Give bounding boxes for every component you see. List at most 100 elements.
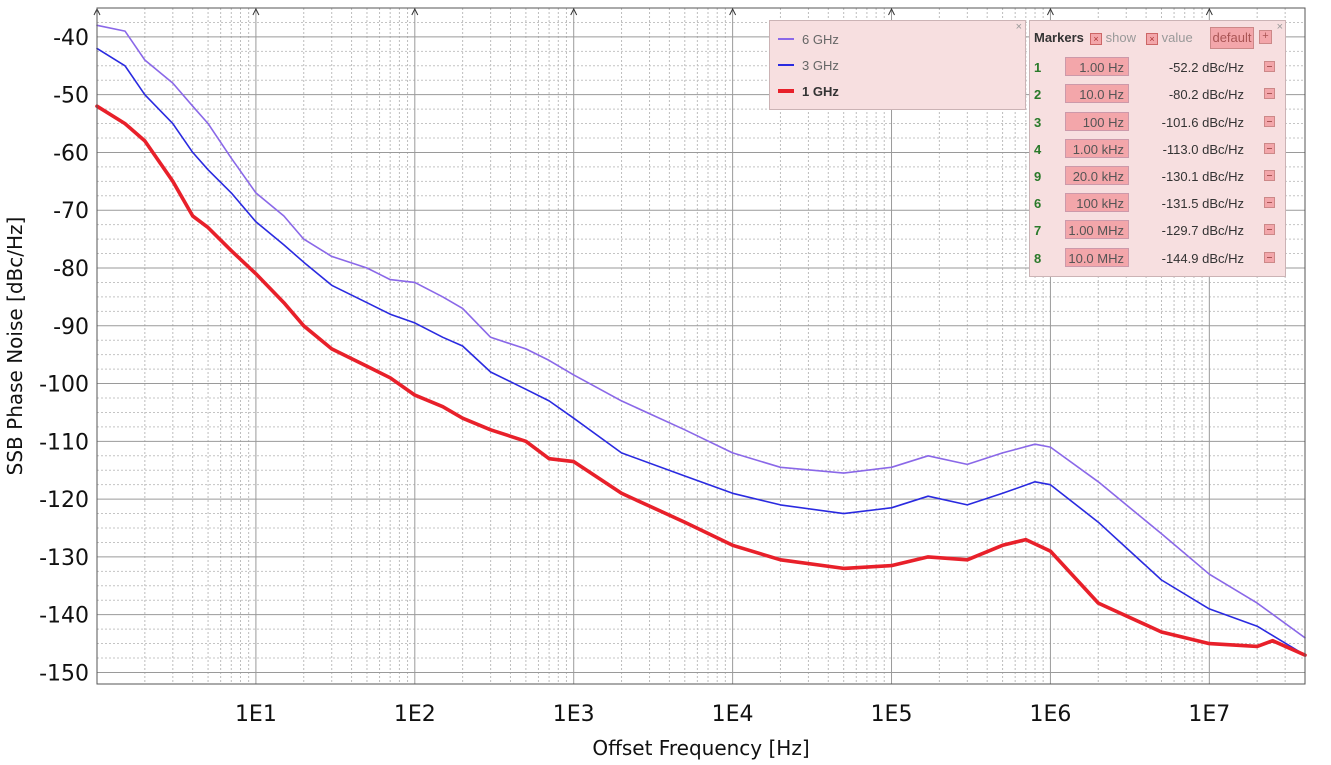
remove-marker-button[interactable] bbox=[1264, 224, 1275, 235]
y-tick-label: -50 bbox=[53, 84, 89, 109]
legend-close-icon[interactable]: × bbox=[1015, 21, 1022, 33]
tick-arrow-icon bbox=[252, 7, 260, 16]
x-tick-label: 1E7 bbox=[1188, 702, 1230, 727]
remove-marker-button[interactable] bbox=[1264, 61, 1275, 72]
marker-freq-input[interactable]: 100 Hz bbox=[1065, 112, 1129, 131]
marker-freq-input[interactable]: 100 kHz bbox=[1065, 193, 1129, 212]
y-tick-labels: -40 -50 -60 -70 -80 -90 -100 -110 -120 -130 -140 -1… bbox=[39, 26, 89, 687]
series-line-0 bbox=[96, 24, 1306, 639]
tick-arrow-icon bbox=[570, 7, 578, 16]
legend-item-1ghz[interactable]: 1 GHz bbox=[778, 81, 839, 101]
legend-swatch bbox=[778, 89, 794, 93]
remove-marker-button[interactable] bbox=[1264, 170, 1275, 181]
remove-marker-button[interactable] bbox=[1264, 252, 1275, 263]
legend-item-3ghz[interactable]: 3 GHz bbox=[778, 55, 839, 75]
y-tick-label: -70 bbox=[53, 199, 89, 224]
series-line-1 bbox=[96, 47, 1306, 656]
markers-panel: Markers × show × value default + × 1 1.0… bbox=[1029, 20, 1286, 277]
y-tick-label: -80 bbox=[53, 257, 89, 282]
markers-close-icon[interactable]: × bbox=[1276, 21, 1283, 33]
grid-major bbox=[96, 8, 1305, 684]
y-tick-label: -90 bbox=[53, 315, 89, 340]
legend-label: 3 GHz bbox=[802, 57, 839, 73]
y-tick-label: -130 bbox=[39, 546, 89, 571]
tick-arrow-icon bbox=[1205, 7, 1213, 16]
x-tick-label: 1E6 bbox=[1029, 702, 1071, 727]
x-tick-label: 1E1 bbox=[235, 702, 277, 727]
tick-arrow-icon bbox=[729, 7, 737, 16]
series-layer bbox=[95, 24, 1307, 657]
x-axis-title: Offset Frequency [Hz] bbox=[592, 736, 809, 760]
marker-value: -113.0 dBc/Hz bbox=[1162, 142, 1244, 157]
marker-value: -130.1 dBc/Hz bbox=[1161, 169, 1244, 184]
x-tick-labels: 1E1 1E2 1E3 1E4 1E5 1E6 1E7 bbox=[235, 702, 1230, 727]
marker-id: 4 bbox=[1034, 142, 1042, 157]
x-tick-label: 1E5 bbox=[871, 702, 913, 727]
y-tick-label: -100 bbox=[39, 373, 89, 398]
marker-row: 8 10.0 MHz -144.9 dBc/Hz bbox=[1034, 247, 1280, 269]
marker-value: -144.9 dBc/Hz bbox=[1161, 251, 1244, 266]
marker-value: -52.2 dBc/Hz bbox=[1168, 60, 1244, 75]
value-checkbox[interactable]: × bbox=[1146, 32, 1158, 45]
y-tick-label: -110 bbox=[39, 430, 89, 455]
add-marker-button[interactable]: + bbox=[1259, 30, 1272, 44]
remove-marker-button[interactable] bbox=[1264, 143, 1275, 154]
x-tick-label: 1E2 bbox=[394, 702, 436, 727]
marker-value: -129.7 dBc/Hz bbox=[1161, 223, 1244, 238]
marker-id: 8 bbox=[1034, 251, 1042, 266]
legend-swatch bbox=[778, 38, 794, 40]
y-tick-label: -120 bbox=[39, 488, 89, 513]
tick-arrow-icon bbox=[411, 7, 419, 16]
marker-row: 9 20.0 kHz -130.1 dBc/Hz bbox=[1034, 165, 1280, 187]
y-axis-title: SSB Phase Noise [dBc/Hz] bbox=[3, 217, 27, 476]
legend-label: 1 GHz bbox=[802, 83, 839, 99]
marker-freq-input[interactable]: 1.00 Hz bbox=[1065, 57, 1129, 76]
legend-label: 6 GHz bbox=[802, 31, 839, 47]
markers-title: Markers bbox=[1034, 30, 1084, 45]
marker-freq-input[interactable]: 20.0 kHz bbox=[1065, 166, 1129, 185]
default-button[interactable]: default bbox=[1210, 27, 1254, 49]
remove-marker-button[interactable] bbox=[1264, 88, 1275, 99]
marker-freq-input[interactable]: 1.00 kHz bbox=[1065, 139, 1129, 158]
plot-frame bbox=[96, 7, 1306, 685]
marker-freq-input[interactable]: 10.0 MHz bbox=[1065, 248, 1129, 267]
marker-row: 1 1.00 Hz -52.2 dBc/Hz bbox=[1034, 56, 1280, 78]
remove-marker-button[interactable] bbox=[1264, 197, 1275, 208]
x-tick-label: 1E4 bbox=[712, 702, 754, 727]
remove-marker-button[interactable] bbox=[1264, 116, 1275, 127]
show-label: show bbox=[1105, 30, 1136, 45]
top-tick-arrows bbox=[93, 7, 1213, 16]
marker-freq-input[interactable]: 1.00 MHz bbox=[1065, 220, 1129, 239]
marker-row: 3 100 Hz -101.6 dBc/Hz bbox=[1034, 111, 1280, 133]
show-toggle[interactable]: × show bbox=[1090, 30, 1136, 45]
marker-id: 3 bbox=[1034, 115, 1042, 130]
legend-box: × 6 GHz 3 GHz 1 GHz bbox=[769, 20, 1026, 110]
y-tick-label: -140 bbox=[39, 604, 89, 629]
value-label: value bbox=[1161, 30, 1193, 45]
legend-swatch bbox=[778, 64, 794, 66]
marker-value: -101.6 dBc/Hz bbox=[1161, 115, 1244, 130]
marker-id: 6 bbox=[1034, 196, 1042, 211]
series-line-2 bbox=[95, 104, 1307, 657]
tick-arrow-icon bbox=[1046, 7, 1054, 16]
marker-value: -131.5 dBc/Hz bbox=[1161, 196, 1244, 211]
marker-id: 2 bbox=[1034, 87, 1042, 102]
value-toggle[interactable]: × value bbox=[1146, 30, 1193, 45]
marker-row: 6 100 kHz -131.5 dBc/Hz bbox=[1034, 192, 1280, 214]
marker-value: -80.2 dBc/Hz bbox=[1168, 87, 1244, 102]
marker-id: 7 bbox=[1034, 223, 1042, 238]
marker-id: 1 bbox=[1034, 60, 1042, 75]
x-tick-label: 1E3 bbox=[553, 702, 595, 727]
marker-id: 9 bbox=[1034, 169, 1042, 184]
marker-row: 7 1.00 MHz -129.7 dBc/Hz bbox=[1034, 219, 1280, 241]
legend-item-6ghz[interactable]: 6 GHz bbox=[778, 29, 839, 49]
show-checkbox[interactable]: × bbox=[1090, 32, 1102, 45]
marker-row: 2 10.0 Hz -80.2 dBc/Hz bbox=[1034, 83, 1280, 105]
y-tick-label: -40 bbox=[53, 26, 89, 51]
marker-freq-input[interactable]: 10.0 Hz bbox=[1065, 84, 1129, 103]
markers-header: Markers × show × value default + × bbox=[1034, 21, 1283, 49]
y-tick-label: -60 bbox=[53, 141, 89, 166]
y-tick-label: -150 bbox=[39, 661, 89, 686]
tick-arrow-icon bbox=[888, 7, 895, 16]
